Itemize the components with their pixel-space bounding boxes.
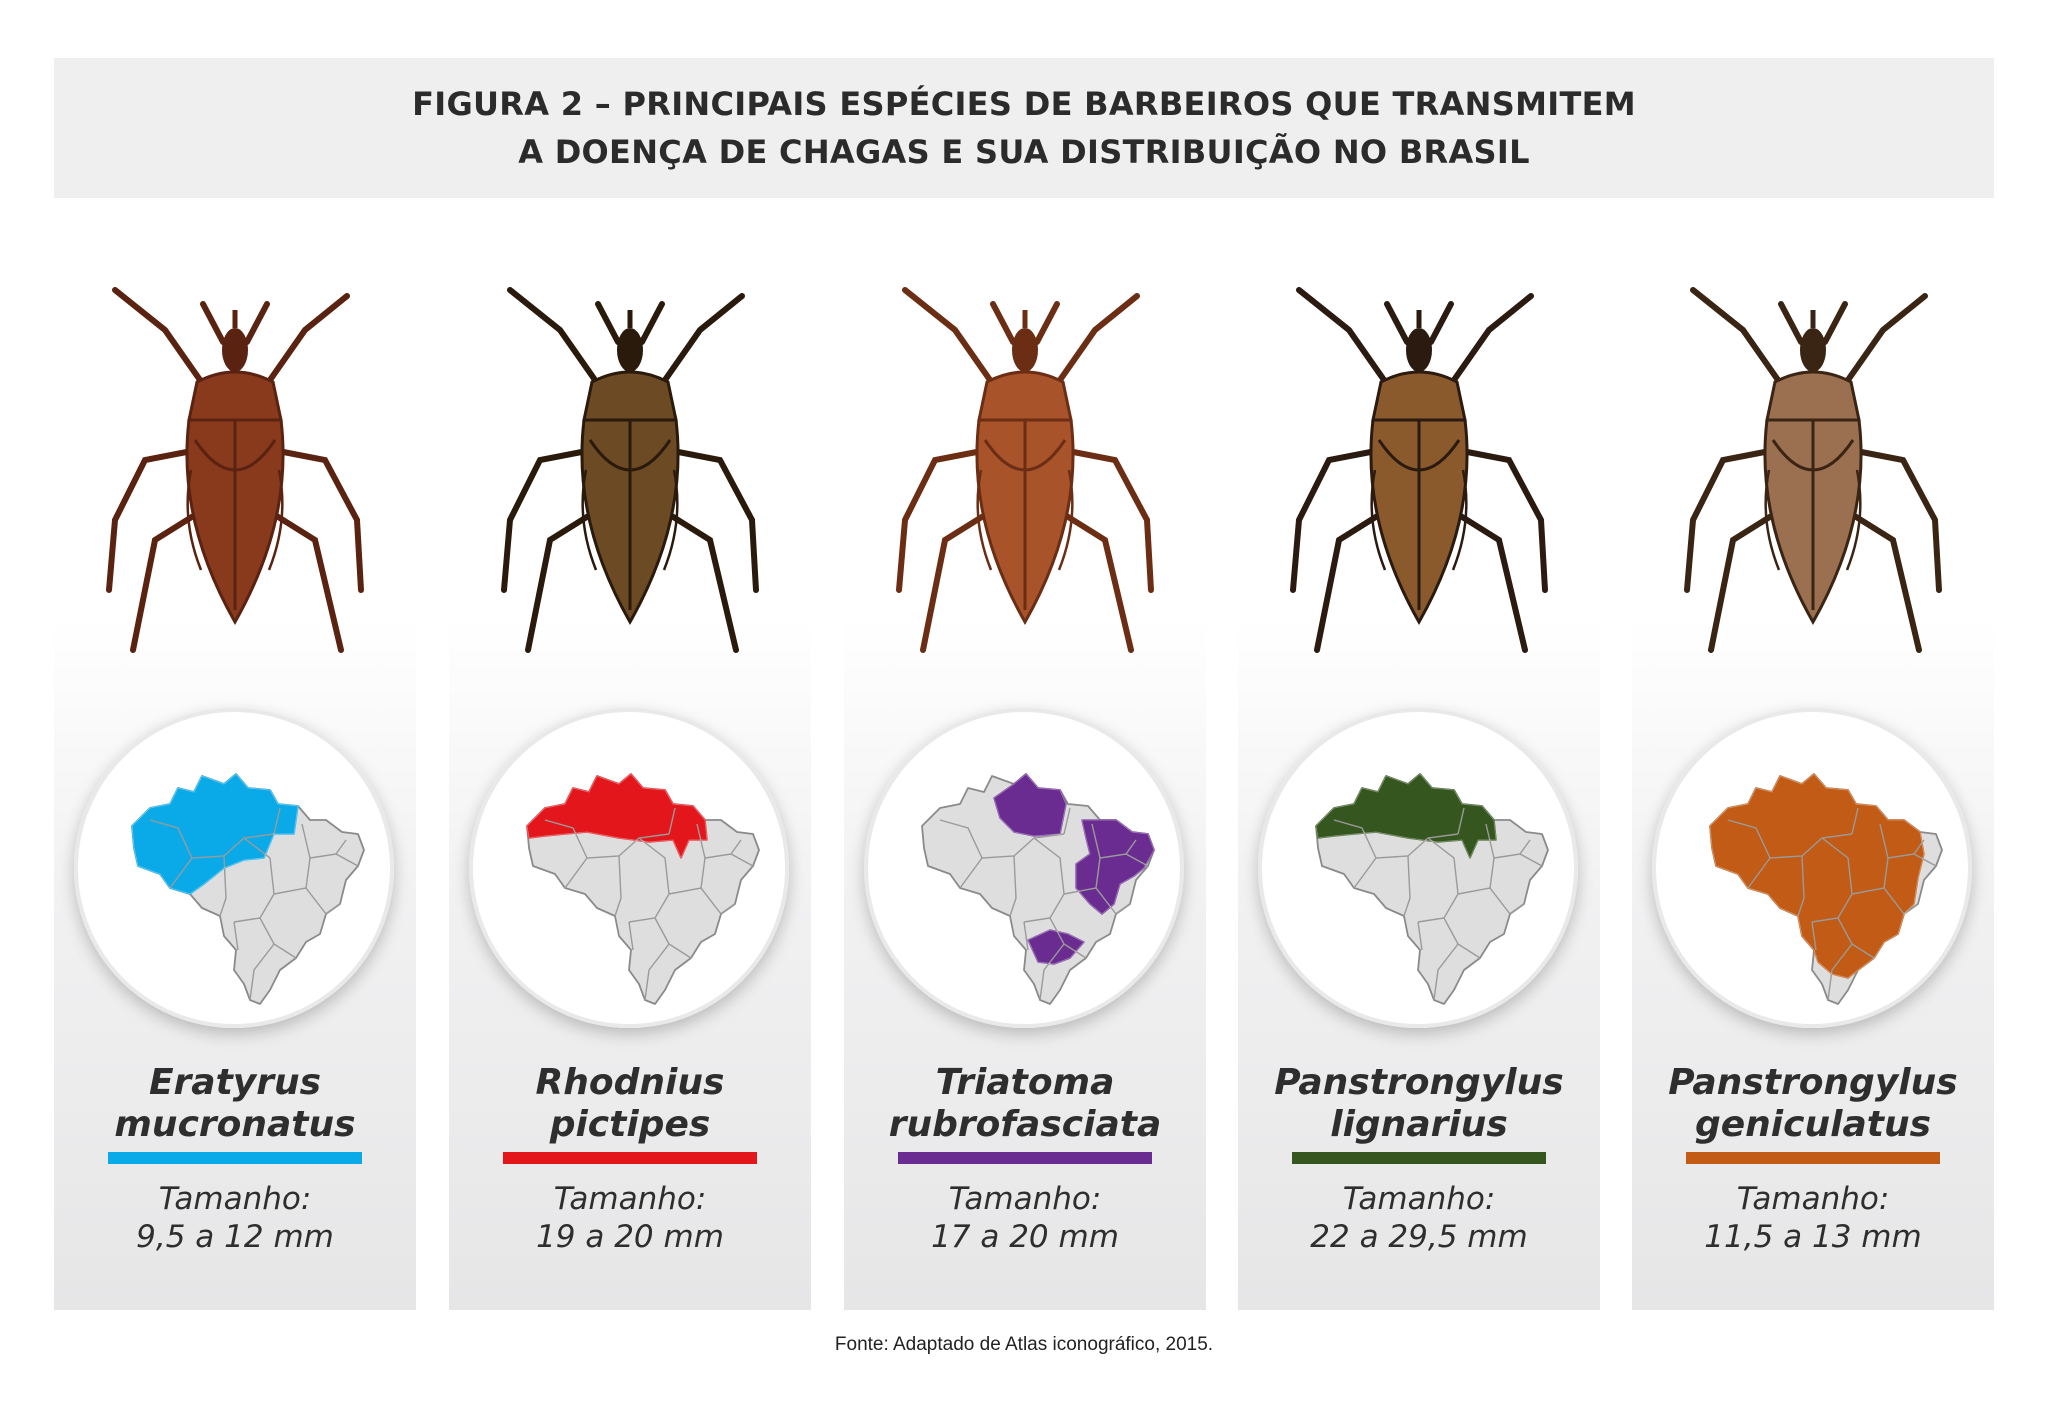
- source-caption: Fonte: Adaptado de Atlas iconográfico, 2…: [834, 1334, 1214, 1355]
- species-epithet: pictipes: [549, 1104, 711, 1145]
- species-color-bar: [898, 1152, 1152, 1164]
- species-genus: Panstrongylus: [1668, 1062, 1958, 1103]
- species-card: Panstrongylus lignarius Tamanho: 22 a 29…: [1238, 230, 1600, 1310]
- insect-photo: [85, 270, 385, 690]
- distribution-map: [864, 708, 1184, 1028]
- size-label: Tamanho:: [1342, 1181, 1496, 1217]
- brazil-map-icon: [921, 773, 1155, 1005]
- species-name: Rhodnius pictipes: [449, 1062, 811, 1146]
- size-info: Tamanho: 22 a 29,5 mm: [1238, 1180, 1600, 1256]
- size-info: Tamanho: 11,5 a 13 mm: [1632, 1180, 1994, 1256]
- species-card: Rhodnius pictipes Tamanho: 19 a 20 mm: [449, 230, 811, 1310]
- size-value: 19 a 20 mm: [536, 1219, 724, 1255]
- brazil-map-icon: [526, 773, 760, 1005]
- kissing-bug-icon: [501, 287, 759, 653]
- size-info: Tamanho: 19 a 20 mm: [449, 1180, 811, 1256]
- species-genus: Rhodnius: [535, 1062, 725, 1103]
- species-color-bar: [1292, 1152, 1546, 1164]
- species-card: Panstrongylus geniculatus Tamanho: 11,5 …: [1632, 230, 1994, 1310]
- species-epithet: lignarius: [1330, 1104, 1508, 1145]
- species-card: Eratyrus mucronatus Tamanho: 9,5 a 12 mm: [54, 230, 416, 1310]
- brazil-map-icon: [131, 773, 365, 1005]
- insect-photo: [1269, 270, 1569, 690]
- brazil-map-icon: [1315, 773, 1549, 1005]
- species-name: Triatoma rubrofasciata: [844, 1062, 1206, 1146]
- species-color-bar: [108, 1152, 362, 1164]
- distribution-map: [1258, 708, 1578, 1028]
- species-genus: Triatoma: [935, 1062, 1115, 1103]
- distribution-map: [74, 708, 394, 1028]
- insect-photo: [875, 270, 1175, 690]
- size-value: 22 a 29,5 mm: [1310, 1219, 1528, 1255]
- size-label: Tamanho:: [158, 1181, 312, 1217]
- species-name: Panstrongylus geniculatus: [1632, 1062, 1994, 1146]
- figure-title-line-2: A DOENÇA DE CHAGAS E SUA DISTRIBUIÇÃO NO…: [518, 133, 1530, 171]
- size-info: Tamanho: 17 a 20 mm: [844, 1180, 1206, 1256]
- kissing-bug-icon: [106, 287, 364, 653]
- species-name: Panstrongylus lignarius: [1238, 1062, 1600, 1146]
- species-epithet: rubrofasciata: [888, 1104, 1162, 1145]
- kissing-bug-icon: [1684, 287, 1942, 653]
- species-name: Eratyrus mucronatus: [54, 1062, 416, 1146]
- kissing-bug-icon: [1290, 287, 1548, 653]
- size-label: Tamanho:: [553, 1181, 707, 1217]
- species-epithet: geniculatus: [1694, 1104, 1932, 1145]
- size-value: 17 a 20 mm: [931, 1219, 1119, 1255]
- species-card: Triatoma rubrofasciata Tamanho: 17 a 20 …: [844, 230, 1206, 1310]
- figure-title-banner: FIGURA 2 – PRINCIPAIS ESPÉCIES DE BARBEI…: [54, 58, 1994, 198]
- kissing-bug-icon: [896, 287, 1154, 653]
- insect-photo: [480, 270, 780, 690]
- insect-photo: [1663, 270, 1963, 690]
- species-color-bar: [1686, 1152, 1940, 1164]
- species-color-bar: [503, 1152, 757, 1164]
- figure-title-line-1: FIGURA 2 – PRINCIPAIS ESPÉCIES DE BARBEI…: [412, 85, 1636, 123]
- distribution-map: [1652, 708, 1972, 1028]
- brazil-map-icon: [1709, 773, 1943, 1005]
- size-info: Tamanho: 9,5 a 12 mm: [54, 1180, 416, 1256]
- size-label: Tamanho:: [1736, 1181, 1890, 1217]
- species-epithet: mucronatus: [114, 1104, 356, 1145]
- size-value: 9,5 a 12 mm: [136, 1219, 334, 1255]
- size-label: Tamanho:: [948, 1181, 1102, 1217]
- species-genus: Eratyrus: [148, 1062, 322, 1103]
- distribution-map: [469, 708, 789, 1028]
- size-value: 11,5 a 13 mm: [1704, 1219, 1922, 1255]
- species-genus: Panstrongylus: [1274, 1062, 1564, 1103]
